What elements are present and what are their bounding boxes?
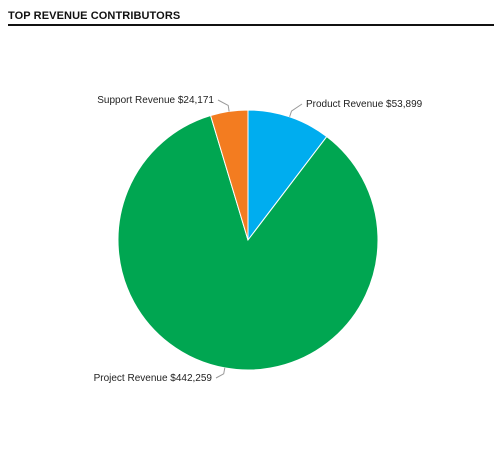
slice-label-support: Support Revenue $24,171 xyxy=(97,95,214,106)
pie-labels: Product Revenue $53,899 Project Revenue $… xyxy=(94,95,423,384)
widget-title: TOP REVENUE CONTRIBUTORS xyxy=(8,10,181,22)
leader-line-project xyxy=(215,367,226,379)
leader-line-support xyxy=(217,99,230,112)
leader-line-product xyxy=(289,103,303,117)
pie-slices xyxy=(117,109,379,371)
slice-label-product: Product Revenue $53,899 xyxy=(306,99,423,110)
pie-slice-product[interactable] xyxy=(247,109,328,242)
slice-label-project: Project Revenue $442,259 xyxy=(94,373,213,384)
widget-header: TOP REVENUE CONTRIBUTORS xyxy=(8,6,494,26)
